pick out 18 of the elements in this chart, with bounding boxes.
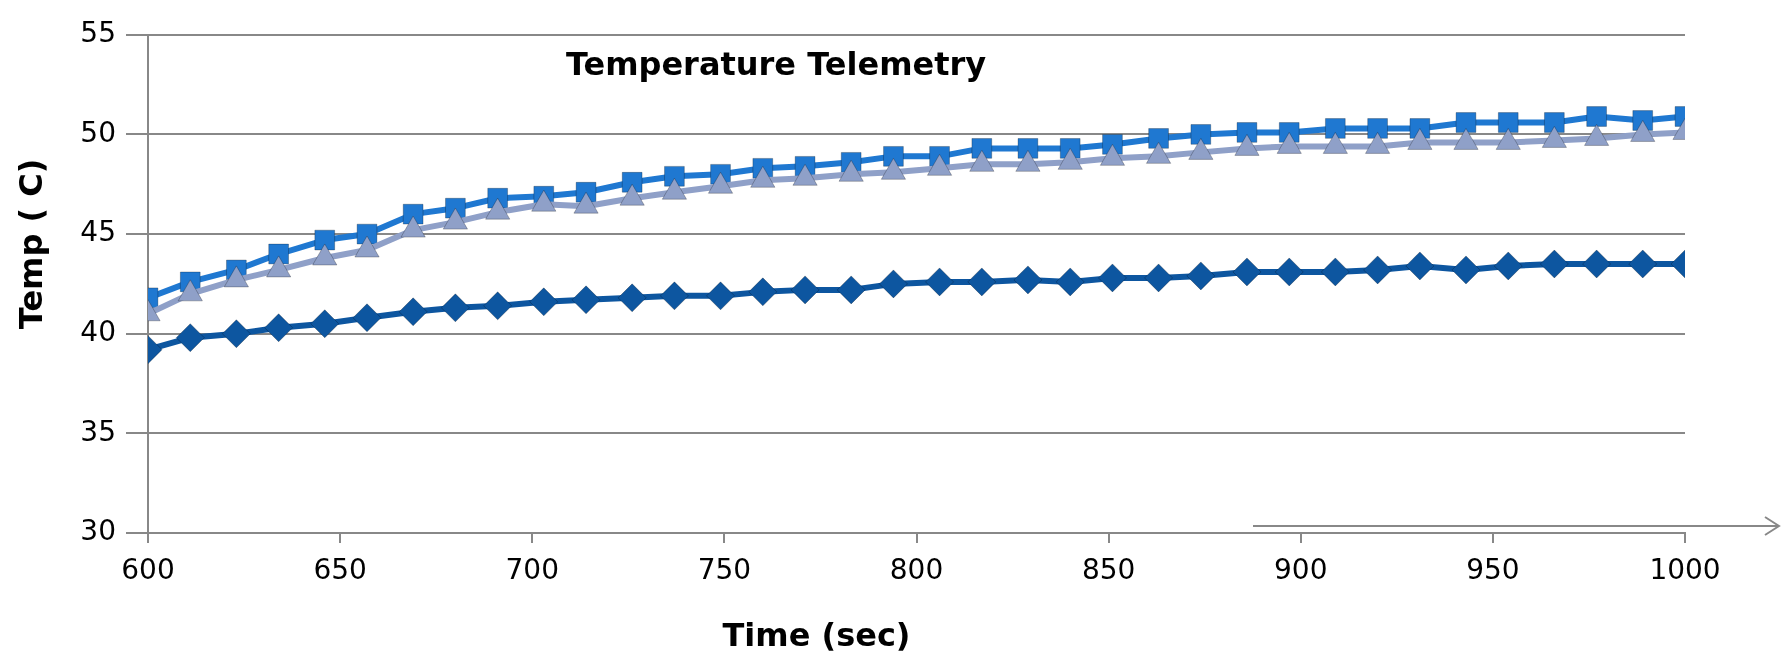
x-tick-label: 750: [697, 553, 752, 587]
y-tick-label: 35: [80, 414, 116, 448]
y-tick-label: 50: [80, 115, 116, 149]
y-tick-label: 40: [80, 315, 116, 348]
x-tick-label: 900: [1274, 553, 1328, 587]
chart-title: Temperature Telemetry: [565, 45, 987, 84]
x-tick-label: 700: [505, 553, 559, 587]
y-tick-label: 45: [80, 215, 116, 249]
x-tick-label: 800: [889, 553, 944, 587]
y-axis-title: Temp ( C): [12, 158, 51, 330]
y-tick-label: 55: [80, 16, 116, 50]
x-tick-label: 1000: [1649, 553, 1721, 587]
x-tick-label: 650: [313, 553, 367, 587]
x-axis-title: Time (sec): [722, 616, 911, 655]
x-tick-label: 600: [121, 553, 175, 587]
x-tick-label: 850: [1081, 553, 1136, 587]
y-tick-label: 30: [80, 514, 116, 548]
x-tick-label: 950: [1466, 553, 1520, 587]
